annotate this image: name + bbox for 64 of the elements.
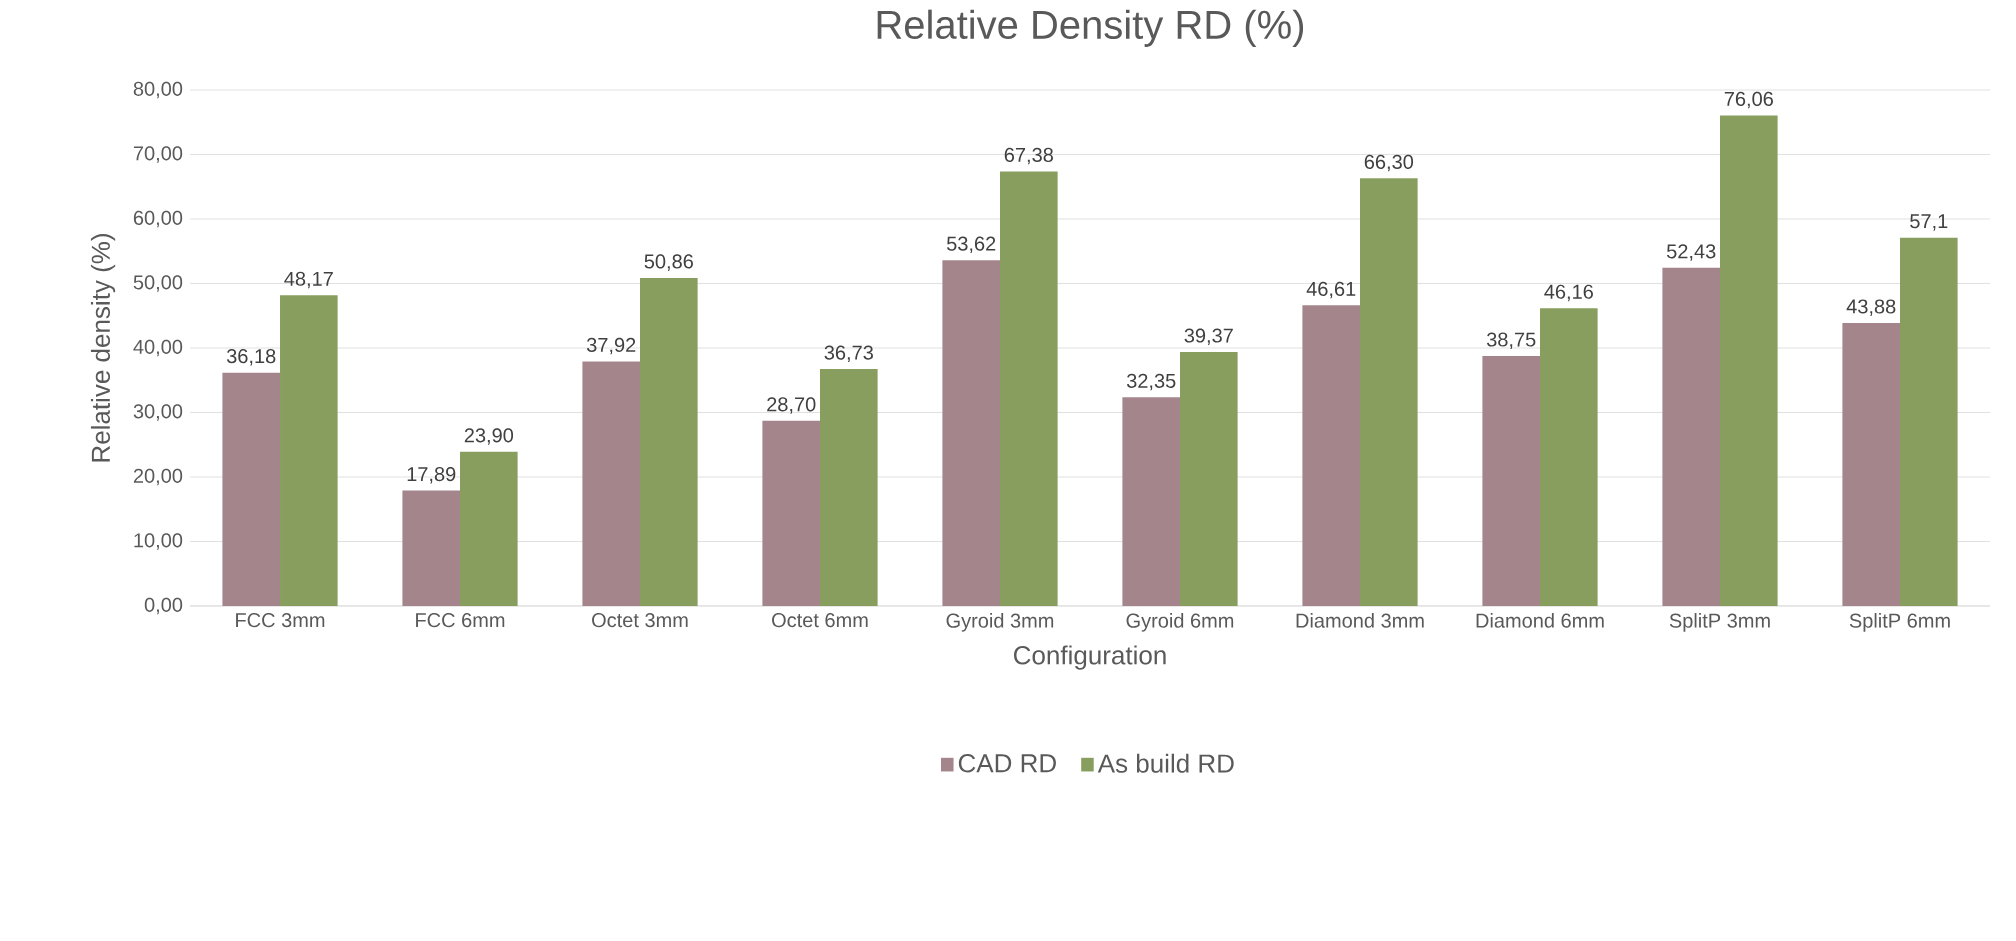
data-label: 50,86: [644, 254, 693, 271]
data-label: 37,92: [586, 337, 636, 355]
data-label: 67,38: [1004, 147, 1053, 165]
x-axis-title: Configuration: [1014, 645, 1166, 670]
bar: [1360, 178, 1418, 606]
chart-title: Relative Density RD (%): [877, 9, 1304, 47]
x-tick-label: SplitP 3mm: [1669, 613, 1770, 632]
y-tick-label: 30,00: [133, 404, 183, 421]
y-tick-label: 10,00: [134, 533, 183, 550]
bar: [1482, 356, 1541, 606]
data-label: 39,37: [1184, 328, 1233, 345]
y-tick-label: 20,00: [133, 468, 183, 486]
x-tick-label: FCC 6mm: [416, 613, 505, 628]
data-label: 52,43: [1667, 244, 1716, 261]
x-tick-label: Octet 3mm: [592, 613, 688, 628]
bar: [942, 260, 1001, 606]
data-label: 17,89: [407, 467, 456, 484]
bar: [1540, 308, 1598, 606]
bar: [1122, 397, 1180, 606]
x-tick-label: Octet 6mm: [772, 613, 868, 628]
data-label: 46,16: [1544, 284, 1593, 302]
x-tick-label: Gyroid 6mm: [1126, 613, 1234, 632]
data-label: 76,06: [1724, 91, 1773, 109]
bar: [1662, 267, 1721, 606]
y-tick-label: 60,00: [133, 210, 183, 228]
bar: [1900, 237, 1958, 606]
bar: [820, 369, 878, 606]
y-tick-label: 50,00: [133, 275, 183, 292]
bar: [1720, 115, 1778, 606]
bar: [640, 277, 698, 606]
data-label: 38,75: [1486, 332, 1536, 349]
data-label: 28,70: [767, 397, 816, 414]
y-axis-title: Relative density (%): [90, 234, 116, 462]
data-label: 36,18: [226, 349, 276, 366]
data-label: 32,35: [1126, 373, 1176, 391]
legend-label: As build RD: [1097, 753, 1234, 773]
data-label: 43,88: [1846, 299, 1896, 316]
data-label: 53,62: [947, 236, 996, 254]
data-label: 66,30: [1364, 154, 1414, 172]
bar: [1842, 322, 1901, 606]
x-tick-label: Diamond 6mm: [1476, 613, 1604, 628]
y-tick-label: 40,00: [133, 339, 183, 357]
bar: [1302, 305, 1361, 606]
bar: [582, 361, 641, 606]
data-label: 48,17: [284, 271, 333, 289]
data-label: 46,61: [1306, 281, 1356, 299]
x-tick-label: Diamond 3mm: [1296, 613, 1424, 628]
legend-label: CAD RD: [958, 754, 1056, 773]
y-tick-label: 0,00: [144, 597, 183, 615]
bar: [280, 295, 338, 606]
x-tick-label: SplitP 6mm: [1849, 613, 1950, 632]
x-tick-label: Gyroid 3mm: [946, 613, 1054, 632]
data-label: 23,90: [464, 428, 514, 445]
bar: [1180, 352, 1238, 606]
data-label: 36,73: [824, 345, 873, 363]
bar: [762, 420, 821, 606]
bar: [460, 451, 518, 606]
data-label: 57,1: [1910, 214, 1948, 231]
bar: [222, 372, 281, 606]
bar: [1000, 171, 1058, 606]
y-tick-label: 80,00: [133, 81, 183, 99]
bar: [402, 490, 461, 606]
y-tick-label: 70,00: [133, 146, 183, 163]
x-tick-label: FCC 3mm: [236, 613, 325, 628]
